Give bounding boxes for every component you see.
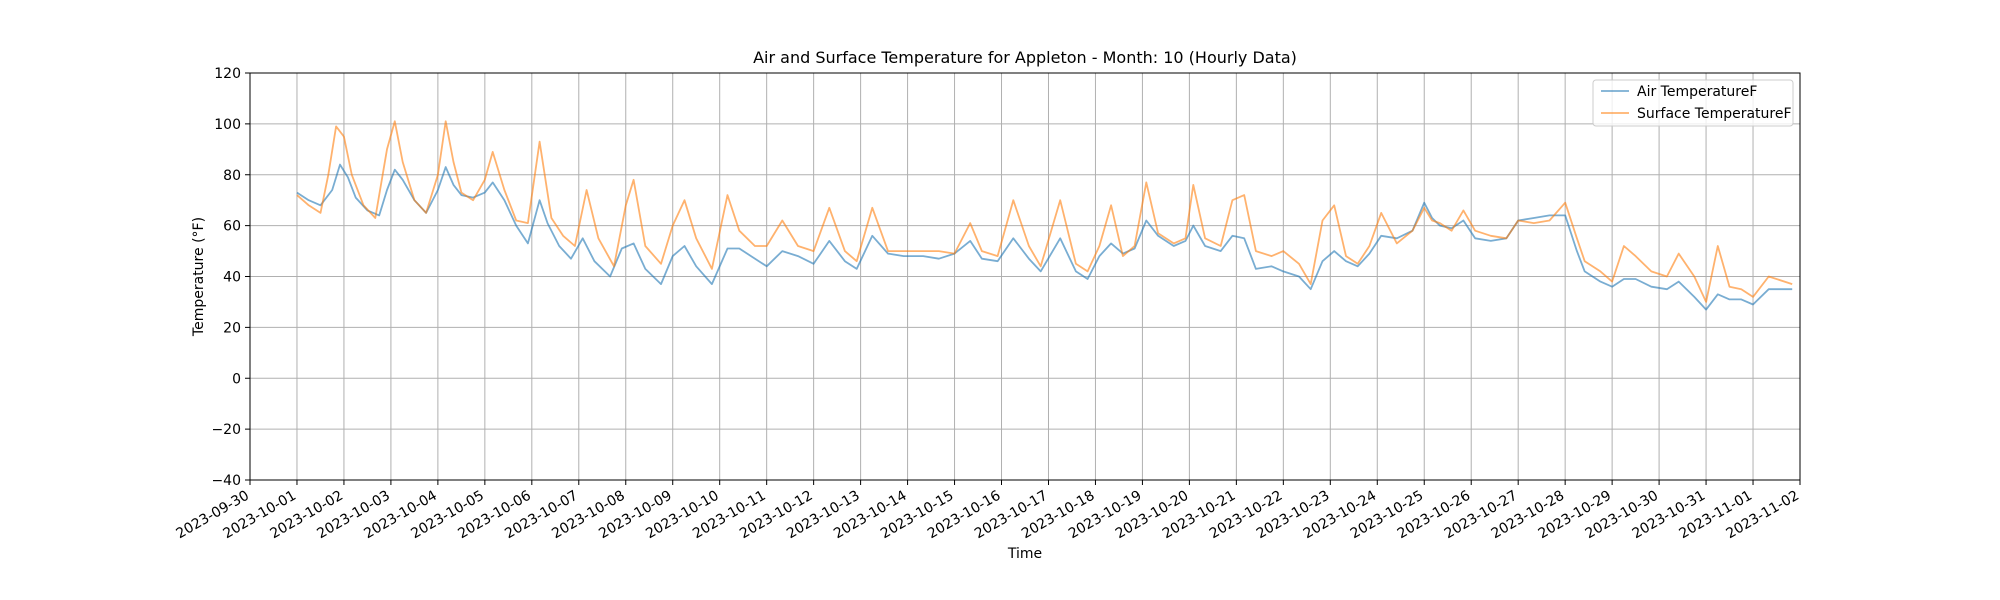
y-axis-label: Temperature (°F): [191, 217, 207, 337]
y-tick-label: 20: [223, 320, 241, 336]
y-tick-label: −20: [211, 422, 241, 438]
legend-box: [1592, 79, 1794, 127]
y-tick-label: 0: [232, 371, 241, 387]
y-tick-label: 60: [223, 219, 241, 235]
legend: Air TemperatureF Surface TemperatureF: [1592, 79, 1794, 127]
chart-title: Air and Surface Temperature for Appleton…: [753, 48, 1297, 67]
series-layer: [296, 120, 1793, 311]
y-tick-label: 40: [223, 270, 241, 286]
legend-label-surface: Surface TemperatureF: [1637, 106, 1792, 122]
y-tick-label: −40: [211, 473, 241, 489]
legend-label-air: Air TemperatureF: [1637, 84, 1757, 100]
x-axis-label: Time: [1007, 546, 1042, 562]
y-tick-label: 80: [223, 168, 241, 184]
series-line-air: [296, 163, 1793, 311]
y-tick-label: 100: [214, 117, 241, 133]
y-tick-label: 120: [214, 66, 241, 82]
series-line-surface: [296, 120, 1793, 303]
